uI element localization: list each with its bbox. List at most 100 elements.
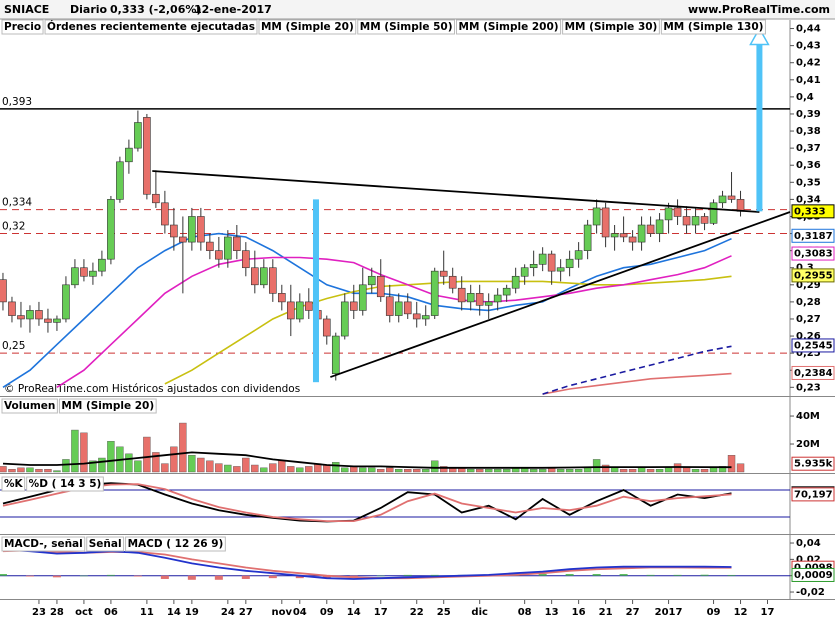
volume-bar: [26, 467, 34, 473]
value-badge-label: 0,2955: [794, 270, 833, 281]
y-tick-label: 0,39: [796, 109, 821, 120]
candle-body: [376, 275, 385, 298]
volume-bar: [8, 469, 16, 473]
legend-box: [1, 398, 58, 414]
histogram-bar: [187, 575, 196, 580]
value-badge: [791, 338, 835, 353]
volume-bar: [583, 467, 592, 473]
volume-bar: [62, 459, 70, 473]
volume-bar: [98, 457, 106, 473]
volume-bar: [727, 455, 736, 473]
candle-body: [98, 258, 106, 272]
legend-box: [258, 19, 357, 35]
volume-bar: [179, 422, 187, 473]
candle-body: [358, 284, 367, 311]
volume-bar: [224, 464, 232, 473]
candle-body: [269, 267, 277, 294]
legend-entry: MACD-, señal: [4, 538, 83, 550]
value-badge: [791, 204, 835, 219]
volume-bar: [601, 464, 610, 473]
y-tick-label: 0,42: [796, 58, 821, 69]
legend-entry: MM (Simple 30): [565, 21, 658, 33]
volume-bar: [646, 469, 655, 473]
legend-box: [26, 476, 104, 492]
legend-box: [58, 398, 157, 414]
candle-body: [673, 207, 682, 217]
x-tick-label: 14: [167, 607, 181, 618]
candle-body: [152, 193, 160, 204]
candle-body: [224, 236, 232, 260]
arrow-head: [749, 27, 770, 46]
volume-bar: [269, 463, 277, 473]
volume-bar: [395, 469, 403, 473]
x-tick-label: 08: [518, 607, 532, 618]
volume-bar: [736, 463, 745, 473]
histogram-bar: [133, 575, 142, 577]
volume-bar: [332, 462, 340, 473]
legend-entry: MM (Simple 20): [61, 400, 154, 412]
volume-bar: [170, 446, 178, 473]
indicator-line: [542, 372, 732, 395]
y-tick-label: 0,43: [796, 41, 821, 52]
volume-bar: [359, 467, 367, 473]
value-badge: [791, 268, 835, 283]
candle-body: [736, 199, 745, 212]
y-tick-label: 0,34: [796, 194, 821, 205]
volume-bar: [466, 469, 475, 473]
volume-bar: [682, 467, 691, 473]
volume-bar: [161, 463, 169, 473]
legend-entry: MM (Simple 200): [459, 21, 559, 33]
x-tick-label: 27: [239, 607, 253, 618]
candle-body: [655, 219, 664, 234]
legend-box: [1, 19, 44, 35]
candle-body: [340, 301, 349, 337]
y-tick-label: 0,4: [796, 92, 814, 103]
y-tick-label: 0,02: [796, 554, 821, 565]
candle-body: [233, 236, 241, 251]
volume-bar: [700, 469, 709, 473]
value-badge: [791, 365, 835, 380]
x-tick-label: 14: [347, 607, 361, 618]
histogram-bar: [25, 575, 34, 577]
legend-box: [1, 536, 86, 552]
candle-body: [71, 267, 79, 286]
candle-body: [394, 301, 403, 316]
candle-body: [17, 315, 25, 320]
volume-bar: [287, 466, 295, 473]
candle-body: [161, 202, 169, 226]
volume-bar: [368, 467, 376, 473]
y-tick-label: -0,02: [796, 587, 825, 598]
y-tick-label: 0,28: [796, 297, 821, 308]
volume-bar: [404, 469, 412, 473]
arrow-shaft: [312, 199, 319, 383]
x-tick-label: 06: [104, 607, 118, 618]
y-tick-label: 0,23: [796, 382, 821, 393]
x-tick-label: 19: [185, 607, 199, 618]
candle-body: [502, 287, 511, 296]
histogram-bar: [52, 575, 61, 578]
histogram-bar: [241, 575, 250, 579]
volume-bar: [242, 457, 250, 473]
candle-body: [188, 216, 196, 243]
indicator-line: [2, 451, 732, 469]
x-tick-label: 04: [293, 607, 307, 618]
candle-body: [592, 207, 601, 226]
candle-body: [547, 253, 556, 272]
x-tick-label: dic: [471, 607, 488, 618]
x-tick-label: 23: [32, 607, 46, 618]
volume-bar: [475, 469, 484, 473]
value-badge: [791, 487, 835, 502]
value-badge-label: 0,0009: [794, 570, 833, 581]
candle-body: [304, 301, 313, 311]
volume-bar: [610, 467, 619, 473]
histogram-bar: [214, 575, 223, 580]
x-tick-label: 09: [320, 607, 334, 618]
volume-bar: [152, 452, 160, 473]
histogram-bar: [160, 575, 169, 579]
candle-body: [197, 216, 205, 243]
candle-body: [664, 207, 673, 221]
value-badge-label: 0,2384: [794, 368, 833, 379]
histogram-bar: [106, 574, 115, 576]
candle-body: [26, 310, 34, 320]
volume-bar: [341, 467, 349, 473]
